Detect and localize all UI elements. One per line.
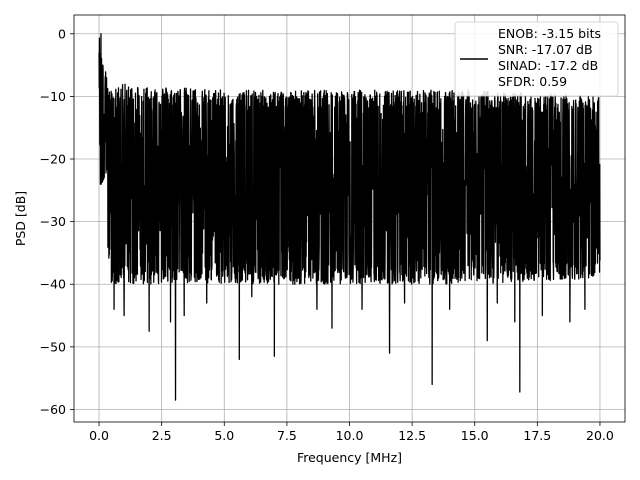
y-tick-label: −50 bbox=[40, 339, 66, 354]
x-tick-label: 7.5 bbox=[277, 428, 297, 443]
x-tick-label: 5.0 bbox=[214, 428, 234, 443]
y-tick-label: −40 bbox=[40, 277, 66, 292]
x-tick-label: 20.0 bbox=[586, 428, 614, 443]
y-tick-label: −60 bbox=[40, 402, 66, 417]
legend-box bbox=[454, 21, 619, 97]
legend-sinad: SINAD: -17.2 dB bbox=[498, 58, 598, 73]
axis-ticks: 0.0 2.5 5.0 7.5 10.0 12.5 15.0 17.5 20.0 0 −10 −20 −… bbox=[40, 26, 614, 443]
y-tick-label: −30 bbox=[40, 214, 66, 229]
legend-enob: ENOB: -3.15 bits bbox=[498, 26, 601, 41]
x-tick-label: 17.5 bbox=[523, 428, 551, 443]
plot-area bbox=[98, 33, 601, 401]
legend-sfdr: SFDR: 0.59 bbox=[498, 74, 567, 89]
x-axis-label: Frequency [MHz] bbox=[297, 450, 402, 465]
legend: ENOB: -3.15 bits SNR: -17.07 dB SINAD: -… bbox=[454, 21, 619, 97]
psd-series-line bbox=[98, 33, 601, 401]
y-tick-label: −20 bbox=[40, 152, 66, 167]
x-tick-label: 15.0 bbox=[461, 428, 489, 443]
x-tick-label: 12.5 bbox=[398, 428, 426, 443]
x-tick-label: 2.5 bbox=[152, 428, 172, 443]
x-tick-label: 10.0 bbox=[336, 428, 364, 443]
x-tick-label: 0.0 bbox=[89, 428, 109, 443]
legend-snr: SNR: -17.07 dB bbox=[498, 42, 593, 57]
y-tick-label: 0 bbox=[58, 26, 66, 41]
y-tick-label: −10 bbox=[40, 89, 66, 104]
y-axis-label: PSD [dB] bbox=[13, 191, 28, 246]
